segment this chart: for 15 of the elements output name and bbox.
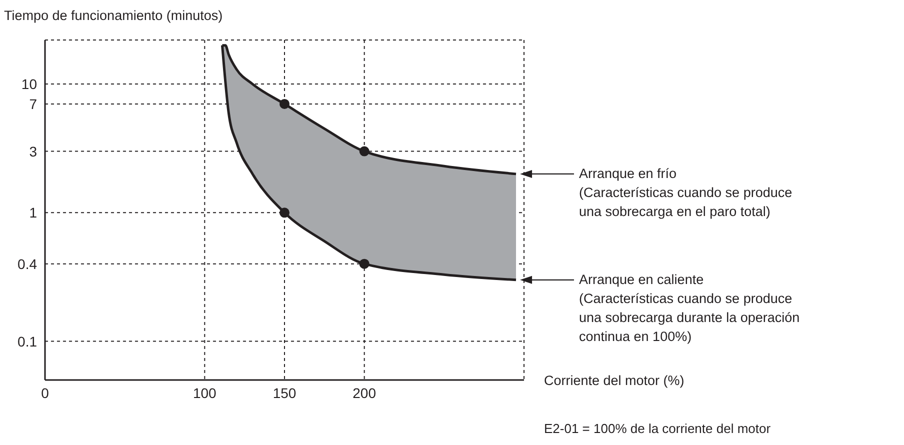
y-tick-label: 0.1: [18, 333, 38, 350]
x-tick-label: 200: [352, 384, 376, 401]
y-tick-label: 10: [21, 76, 38, 92]
y-tick-label: 1: [29, 204, 38, 221]
y-tick-label: 7: [29, 96, 38, 112]
x-tick-label: 100: [192, 384, 217, 401]
x-tick-label: 0: [41, 384, 50, 401]
text: Arranque en caliente (Características cuando se produce una sobrecarga durante la operación continua en 100%): [579, 272, 800, 344]
x-axis-title: Corriente del motor (%): [544, 373, 684, 388]
x-tick-label: 150: [272, 384, 296, 401]
y-tick-label: 0.4: [18, 256, 38, 272]
y-axis-title: Tiempo de funcionamiento (minutos): [4, 8, 223, 23]
text: E2-01 = 100% de la corriente del motor: [544, 421, 772, 436]
text: Arranque en frío (Características cuando se produce una sobrecarga en el paro total): [579, 166, 792, 219]
y-tick-label: 3: [29, 143, 38, 160]
